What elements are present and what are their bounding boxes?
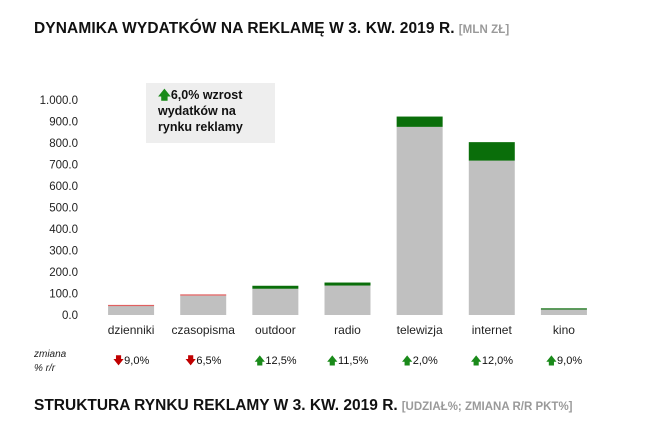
x-tick-label: internet	[472, 323, 513, 337]
x-tick-label: telewizja	[397, 323, 443, 337]
bar-base	[324, 285, 371, 315]
arrow-down-icon: 🡇	[112, 355, 125, 367]
bar-base	[540, 308, 587, 315]
x-tick-label: radio	[334, 323, 361, 337]
change-text: 12,5%	[265, 355, 297, 367]
callout-line-3: rynku reklamy	[158, 120, 243, 134]
bar-decrease-segment	[180, 294, 227, 296]
x-tick-label: czasopisma	[172, 323, 236, 337]
change-value: 🡇6,5%	[185, 352, 221, 371]
y-tick-label: 700.0	[49, 160, 78, 172]
y-tick-label: 600.0	[49, 181, 78, 193]
chart-title: DYNAMIKA WYDATKÓW NA REKLAMĘ W 3. KW. 20…	[34, 20, 509, 38]
footer-title: STRUKTURA RYNKU REKLAMY W 3. KW. 2019 R.…	[34, 397, 573, 415]
change-label-line-1: zmiana	[34, 349, 67, 360]
callout-line-1: 🡅6,0% wzrost	[158, 87, 275, 103]
bar-increase-segment	[396, 116, 443, 127]
change-text: 12,0%	[481, 355, 514, 367]
change-value: 🡅9,0%	[546, 352, 582, 371]
bar-increase-segment	[252, 285, 299, 289]
bar-base	[396, 126, 443, 315]
change-value: 🡅12,0%	[471, 352, 514, 371]
change-value: 🡅11,5%	[327, 352, 369, 371]
callout-text-1: 6,0% wzrost	[170, 88, 243, 102]
change-value: 🡅12,5%	[254, 352, 297, 371]
y-tick-label: 800.0	[49, 138, 78, 150]
change-text: 6,5%	[196, 355, 222, 367]
change-text: 2,0%	[412, 355, 438, 367]
y-tick-label: 300.0	[49, 246, 78, 258]
y-tick-label: 200.0	[49, 267, 78, 279]
bar-increase-segment	[324, 282, 371, 286]
y-tick-label: 900.0	[49, 117, 78, 129]
bar-base	[180, 295, 227, 315]
y-tick-label: 100.0	[49, 289, 78, 301]
x-tick-label: dzienniki	[108, 323, 155, 337]
y-tick-label: 400.0	[49, 224, 78, 236]
bar-base	[468, 160, 515, 315]
bar-base	[252, 288, 299, 315]
change-text: 9,0%	[124, 355, 150, 367]
bar-increase-segment	[540, 308, 587, 310]
arrow-up-icon: 🡅	[401, 355, 413, 367]
y-tick-label: 500.0	[49, 203, 78, 215]
chart-title-unit: [MLN ZŁ]	[458, 24, 510, 36]
footer-title-unit: [UDZIAŁ%; ZMIANA R/R PKT%]	[401, 401, 573, 413]
change-label: zmiana % r/r	[34, 348, 66, 376]
change-value: 🡇9,0%	[113, 352, 149, 371]
y-tick-label: 0.0	[62, 310, 78, 322]
arrow-down-icon: 🡇	[185, 355, 197, 367]
bar-chart: 0.0 100.0 200.0 300.0 400.0 500.0 600.0 700.0 80…	[40, 95, 587, 337]
chart-title-text: DYNAMIKA WYDATKÓW NA REKLAMĘ W 3. KW. 20…	[34, 20, 455, 37]
arrow-up-icon: 🡅	[326, 355, 338, 367]
callout-line-2: wydatków na	[158, 104, 236, 118]
change-label-line-2: % r/r	[34, 363, 56, 374]
growth-callout: 🡅6,0% wzrost wydatków na rynku reklamy	[146, 83, 275, 143]
x-tick-label: kino	[553, 323, 575, 337]
y-tick-label: 1.000.0	[40, 95, 78, 107]
footer-title-text: STRUKTURA RYNKU REKLAMY W 3. KW. 2019 R.	[34, 397, 398, 414]
x-tick-label: outdoor	[255, 323, 296, 337]
change-text: 11,5%	[337, 355, 369, 367]
arrow-up-icon: 🡅	[158, 88, 171, 102]
arrow-up-icon: 🡅	[254, 355, 266, 367]
arrow-up-icon: 🡅	[470, 355, 482, 367]
bar-increase-segment	[468, 142, 515, 161]
arrow-up-icon: 🡅	[545, 355, 558, 367]
change-text: 9,0%	[557, 355, 583, 367]
bar-base	[108, 305, 155, 315]
change-value: 🡅2,0%	[401, 352, 437, 371]
bar-decrease-segment	[108, 304, 155, 307]
